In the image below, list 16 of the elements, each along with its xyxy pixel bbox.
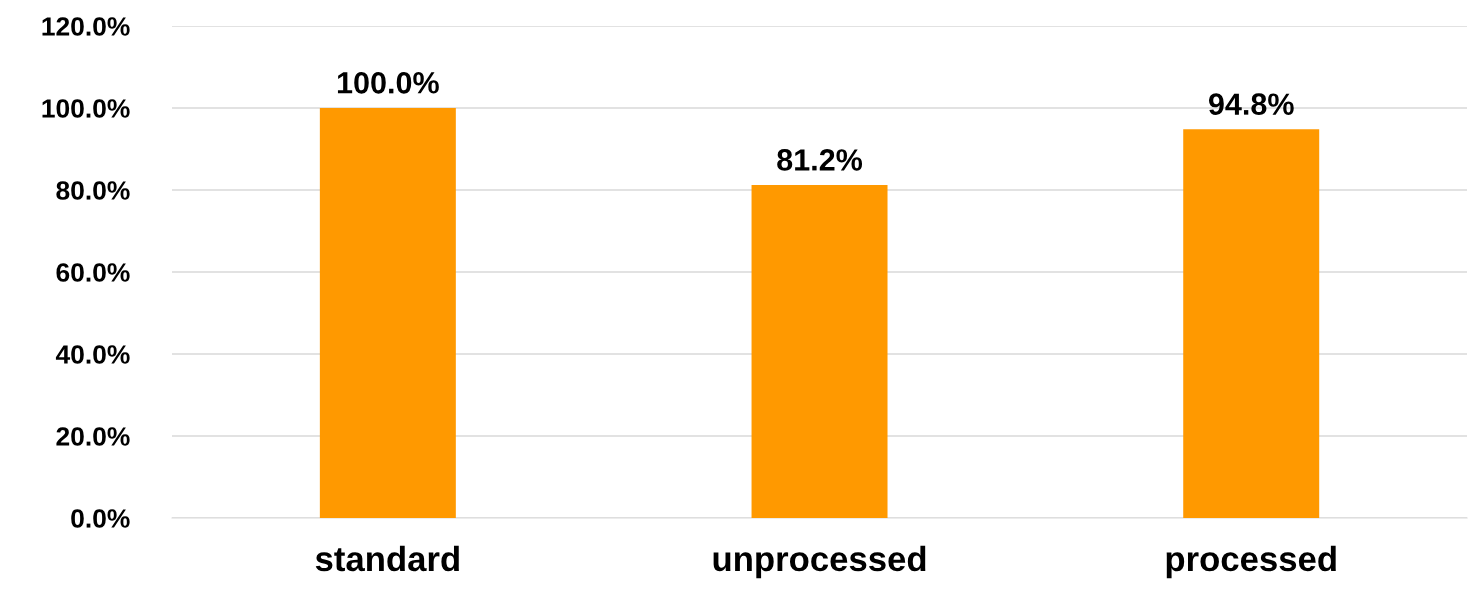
x-tick-label: unprocessed: [713, 545, 926, 579]
data-label: 100.0%: [337, 71, 439, 94]
y-tick-label: 60.0%: [56, 263, 130, 282]
x-tick-label: processed: [1166, 545, 1336, 579]
y-tick-label: 120.0%: [42, 17, 130, 36]
bar: [319, 108, 456, 518]
data-label: 81.2%: [777, 149, 863, 171]
y-tick-label: 100.0%: [42, 99, 130, 118]
y-tick-label: 0.0%: [71, 509, 130, 528]
y-tick-label: 20.0%: [56, 427, 130, 446]
bar: [1183, 129, 1320, 518]
data-label: 94.8%: [1208, 93, 1294, 115]
y-tick-label: 40.0%: [55, 345, 130, 364]
x-tick-label: standard: [315, 545, 459, 572]
bar: [751, 185, 888, 518]
y-tick-label: 80.0%: [56, 181, 130, 200]
